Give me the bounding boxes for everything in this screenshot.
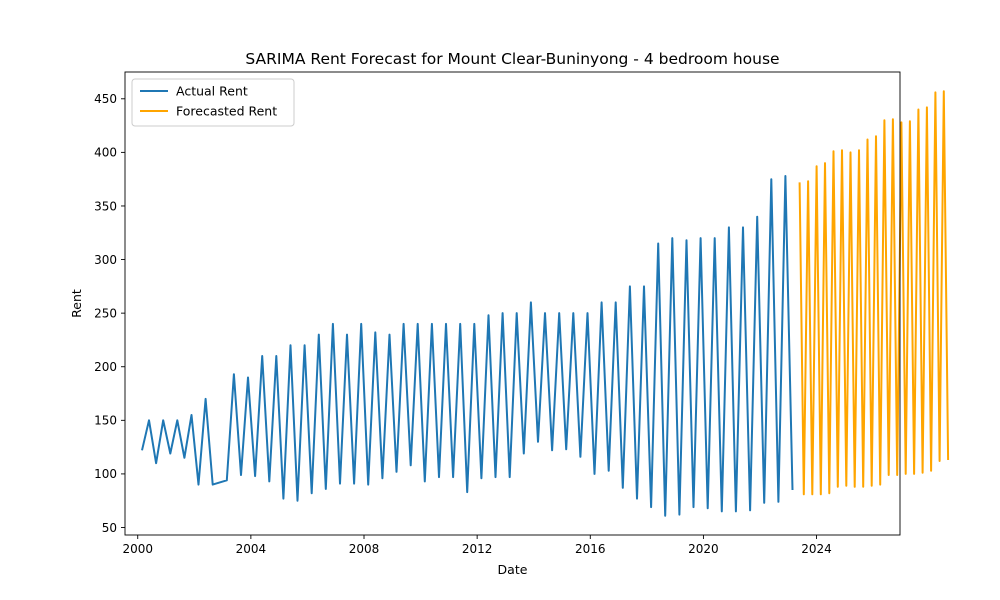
- y-tick-label: 100: [94, 467, 117, 481]
- legend-box: [131, 78, 295, 127]
- series-line-forecasted-rent: [798, 90, 950, 496]
- legend-label-forecast: Forecasted Rent: [176, 104, 277, 119]
- x-axis-label: Date: [498, 562, 528, 577]
- chart-title: SARIMA Rent Forecast for Mount Clear-Bun…: [245, 50, 779, 68]
- x-tick-label: 2004: [236, 542, 267, 556]
- y-tick-label: 50: [102, 521, 117, 535]
- x-axis: 2000 2004 2008 2012 2016 2020 2024: [122, 535, 832, 556]
- y-tick-label: 400: [94, 146, 117, 160]
- series-line-actual-rent: [141, 175, 794, 517]
- series-layer: [141, 90, 950, 517]
- y-axis: 50 100 150 200 250 300 350 400 450: [94, 92, 125, 535]
- y-tick-label: 250: [94, 306, 117, 320]
- y-tick-label: 350: [94, 199, 117, 213]
- x-tick-label: 2000: [122, 542, 153, 556]
- plot-frame: [124, 71, 901, 536]
- y-tick-label: 450: [94, 92, 117, 106]
- x-tick-label: 2012: [462, 542, 493, 556]
- x-tick-label: 2016: [575, 542, 606, 556]
- y-tick-label: 150: [94, 414, 117, 428]
- y-axis-label: Rent: [69, 289, 84, 318]
- y-tick-label: 200: [94, 360, 117, 374]
- x-tick-label: 2020: [688, 542, 719, 556]
- y-tick-label: 300: [94, 253, 117, 267]
- legend: Actual Rent Forecasted Rent: [131, 78, 295, 127]
- x-tick-label: 2024: [801, 542, 832, 556]
- legend-label-actual: Actual Rent: [176, 84, 248, 99]
- x-tick-label: 2008: [349, 542, 380, 556]
